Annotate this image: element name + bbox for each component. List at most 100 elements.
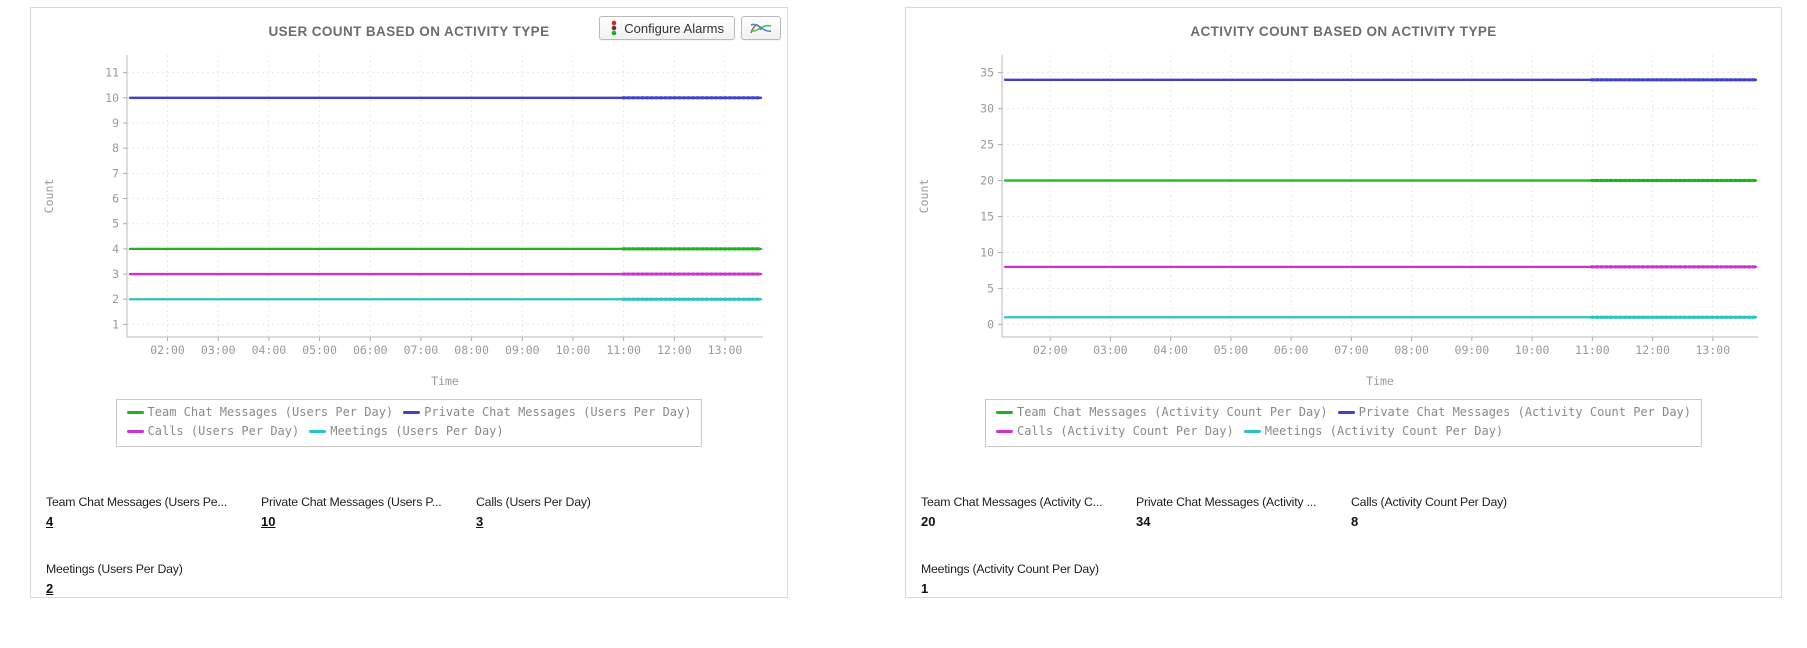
legend-label: Team Chat Messages (Users Per Day) — [147, 405, 394, 419]
svg-text:11:00: 11:00 — [1575, 343, 1610, 357]
configure-alarms-button[interactable]: Configure Alarms — [599, 16, 735, 40]
svg-text:09:00: 09:00 — [505, 343, 540, 357]
svg-text:05:00: 05:00 — [302, 343, 337, 357]
legend-item: Private Chat Messages (Users Per Day) — [403, 403, 691, 422]
stat-item: Calls (Activity Count Per Day) 8 — [1351, 495, 1766, 529]
legend-row: Team Chat Messages (Activity Count Per D… — [995, 403, 1691, 422]
stat-item: Team Chat Messages (Activity C... 20 — [921, 495, 1136, 529]
legend-color-dash-icon — [126, 411, 144, 414]
dashboard: Configure Alarms USER COUNT BASED ON ACT… — [30, 7, 1782, 598]
svg-text:10: 10 — [980, 245, 994, 259]
stat-label: Meetings (Activity Count Per Day) — [921, 562, 1099, 576]
stat-label: Team Chat Messages (Activity C... — [921, 495, 1103, 509]
stat-label: Calls (Activity Count Per Day) — [1351, 495, 1507, 509]
svg-text:30: 30 — [980, 102, 994, 116]
stat-label: Meetings (Users Per Day) — [46, 562, 183, 576]
svg-text:12:00: 12:00 — [657, 343, 692, 357]
configure-alarms-label: Configure Alarms — [624, 20, 724, 36]
svg-text:8: 8 — [112, 141, 119, 155]
stat-value: 20 — [921, 514, 936, 529]
legend-item: Calls (Users Per Day) — [126, 422, 300, 441]
svg-text:Count: Count — [42, 179, 56, 214]
svg-text:08:00: 08:00 — [1394, 343, 1429, 357]
svg-text:10:00: 10:00 — [1514, 343, 1549, 357]
line-chart-icon — [750, 21, 772, 35]
stat-item: Calls (Users Per Day) 3 — [476, 495, 772, 529]
stat-label: Team Chat Messages (Users Pe... — [46, 495, 228, 509]
legend-color-dash-icon — [995, 411, 1013, 414]
svg-text:07:00: 07:00 — [404, 343, 439, 357]
svg-text:2: 2 — [112, 292, 119, 306]
legend-color-dash-icon — [126, 430, 144, 433]
svg-text:25: 25 — [980, 138, 994, 152]
svg-text:05:00: 05:00 — [1213, 343, 1248, 357]
svg-text:35: 35 — [980, 66, 994, 80]
legend-row: Calls (Activity Count Per Day) Meetings (… — [995, 422, 1691, 441]
stat-item: Team Chat Messages (Users Pe... 4 — [46, 495, 261, 529]
svg-text:6: 6 — [112, 192, 119, 206]
legend-item: Team Chat Messages (Activity Count Per D… — [995, 403, 1328, 422]
stat-item: Meetings (Activity Count Per Day) 1 — [921, 562, 1136, 596]
svg-text:06:00: 06:00 — [353, 343, 388, 357]
svg-text:11:00: 11:00 — [606, 343, 641, 357]
legend-item: Team Chat Messages (Users Per Day) — [126, 403, 394, 422]
svg-text:20: 20 — [980, 174, 994, 188]
legend-label: Team Chat Messages (Activity Count Per D… — [1016, 405, 1328, 419]
svg-text:03:00: 03:00 — [201, 343, 236, 357]
svg-text:03:00: 03:00 — [1093, 343, 1128, 357]
svg-text:10:00: 10:00 — [556, 343, 591, 357]
legend-label: Calls (Activity Count Per Day) — [1016, 424, 1234, 438]
legend-label: Calls (Users Per Day) — [147, 424, 300, 438]
svg-text:10: 10 — [105, 91, 119, 105]
stat-value[interactable]: 2 — [46, 581, 54, 596]
legend-item: Calls (Activity Count Per Day) — [995, 422, 1234, 441]
legend-label: Private Chat Messages (Activity Count Pe… — [1358, 405, 1691, 419]
svg-text:11: 11 — [105, 66, 119, 80]
stat-value[interactable]: 3 — [476, 514, 484, 529]
stat-value: 1 — [921, 581, 929, 596]
legend-color-dash-icon — [1337, 411, 1355, 414]
svg-text:08:00: 08:00 — [454, 343, 489, 357]
user-count-line-chart: 1 2 3 4 5 6 7 8 9 10 11 02:00 03:00 04:00 05:00 06:00 07… — [42, 55, 763, 388]
svg-text:02:00: 02:00 — [1032, 343, 1067, 357]
panel-user-count: Configure Alarms USER COUNT BASED ON ACT… — [30, 7, 788, 598]
svg-text:5: 5 — [112, 217, 119, 231]
legend-color-dash-icon — [309, 430, 327, 433]
legend-item: Meetings (Users Per Day) — [309, 422, 504, 441]
legend-color-dash-icon — [995, 430, 1013, 433]
legend-item: Meetings (Activity Count Per Day) — [1243, 422, 1504, 441]
svg-text:Time: Time — [1366, 374, 1394, 388]
chart-title-activity-count: ACTIVITY COUNT BASED ON ACTIVITY TYPE — [1190, 24, 1497, 39]
stat-item: Meetings (Users Per Day) 2 — [46, 562, 261, 596]
panel-toolbar: Configure Alarms — [599, 16, 781, 40]
legend-label: Private Chat Messages (Users Per Day) — [424, 405, 692, 419]
stat-value[interactable]: 10 — [261, 514, 276, 529]
svg-text:9: 9 — [112, 116, 119, 130]
chart-title-user-count: USER COUNT BASED ON ACTIVITY TYPE — [268, 24, 550, 39]
svg-text:15: 15 — [980, 210, 994, 224]
legend-item: Private Chat Messages (Activity Count Pe… — [1337, 403, 1691, 422]
legend-color-dash-icon — [1243, 430, 1261, 433]
svg-text:04:00: 04:00 — [1153, 343, 1188, 357]
svg-text:5: 5 — [987, 281, 994, 295]
legend-label: Meetings (Users Per Day) — [330, 424, 504, 438]
svg-text:13:00: 13:00 — [708, 343, 743, 357]
stat-label: Calls (Users Per Day) — [476, 495, 591, 509]
svg-text:13:00: 13:00 — [1695, 343, 1730, 357]
stat-value[interactable]: 4 — [46, 514, 54, 529]
svg-text:12:00: 12:00 — [1635, 343, 1670, 357]
svg-text:3: 3 — [112, 267, 119, 281]
stat-label: Private Chat Messages (Activity ... — [1136, 495, 1317, 509]
chart-type-button[interactable] — [741, 16, 781, 40]
activity-count-line-chart: 0 5 10 15 20 25 30 35 02:00 03:00 04:00 05:00 06:00 0… — [917, 55, 1758, 388]
traffic-light-icon — [610, 20, 618, 36]
legend-label: Meetings (Activity Count Per Day) — [1264, 424, 1504, 438]
legend-row: Team Chat Messages (Users Per Day) Privat… — [126, 403, 691, 422]
stat-value: 34 — [1136, 514, 1151, 529]
legend-color-dash-icon — [403, 411, 421, 414]
stat-label: Private Chat Messages (Users P... — [261, 495, 442, 509]
svg-text:4: 4 — [112, 242, 119, 256]
legend-row: Calls (Users Per Day) Meetings (Users Per… — [126, 422, 692, 441]
svg-text:06:00: 06:00 — [1273, 343, 1308, 357]
